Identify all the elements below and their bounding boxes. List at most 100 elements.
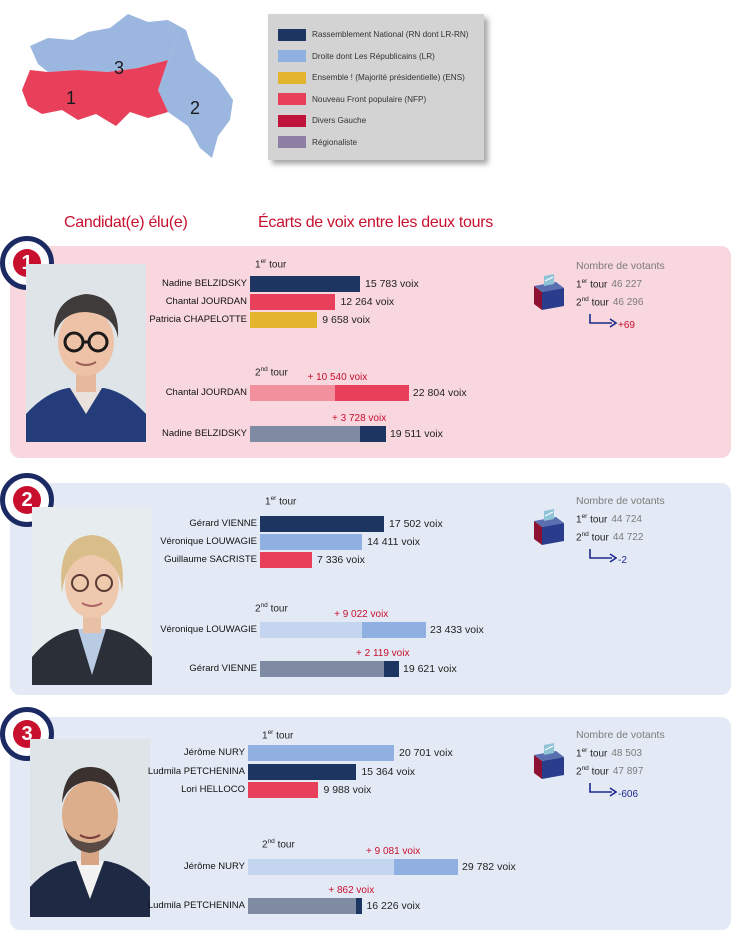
round2-gain-bar xyxy=(360,426,386,442)
round2-base-bar xyxy=(260,661,384,677)
legend-label: Nouveau Front populaire (NFP) xyxy=(312,94,427,104)
candidate-name: Ludmila PETCHENINA xyxy=(147,766,245,777)
legend-label: Droite dont Les Républicains (LR) xyxy=(312,51,435,61)
voters-title: Nombre de votants xyxy=(576,729,665,741)
vote-gain: + 2 119 voix xyxy=(356,648,410,659)
legend-swatch xyxy=(278,71,306,84)
round1-bar xyxy=(260,516,384,532)
legend-item: Divers Gauche xyxy=(278,110,474,132)
vote-gain: + 10 540 voix xyxy=(307,372,368,383)
vote-count: 15 364 voix xyxy=(361,766,416,778)
candidate-name: Chantal JOURDAN xyxy=(165,387,247,398)
ballot-box-icon xyxy=(530,272,568,312)
vote-count: 16 226 voix xyxy=(366,900,421,912)
candidate-photo xyxy=(26,264,146,442)
arrow-icon xyxy=(589,549,618,563)
map-zone-3 xyxy=(30,14,178,72)
party-legend: Rassemblement National (RN dont LR-RN) Dr… xyxy=(268,14,484,160)
round2-gain-bar xyxy=(384,661,399,677)
legend-label: Rassemblement National (RN dont LR-RN) xyxy=(312,30,469,40)
candidate-name: Ludmila PETCHENINA xyxy=(147,900,245,911)
round1-bar xyxy=(260,534,363,550)
vote-gain: + 862 voix xyxy=(328,885,375,896)
voters-difference: +69 xyxy=(589,314,635,331)
legend-item: Droite dont Les Républicains (LR) xyxy=(278,46,474,68)
voters-round2: 2nd tour 46 296 xyxy=(576,296,644,309)
vote-count: 7 336 voix xyxy=(316,554,365,566)
vote-count: 17 502 voix xyxy=(389,518,443,530)
legend-item: Rassemblement National (RN dont LR-RN) xyxy=(278,24,474,46)
map-zone-2 xyxy=(158,20,233,158)
vote-count: 29 782 voix xyxy=(462,861,516,873)
round2-base-bar xyxy=(260,622,363,638)
voters-difference: -606 xyxy=(589,783,638,800)
gaps-heading: Écarts de voix entre les deux tours xyxy=(258,214,493,231)
candidate-photo xyxy=(32,507,152,685)
legend-label: Ensemble ! (Majorité présidentielle) (EN… xyxy=(312,73,465,83)
round1-bar xyxy=(250,294,336,310)
round1-bar xyxy=(248,764,357,780)
round2-base-bar xyxy=(250,426,360,442)
candidate-name: Nadine BELZIDSKY xyxy=(161,428,247,439)
legend-item: Régionaliste xyxy=(278,132,474,154)
ballot-box-icon xyxy=(530,507,568,547)
vote-count: 9 988 voix xyxy=(323,784,372,796)
round-label: 2nd tour xyxy=(255,602,288,615)
vote-count: 15 783 voix xyxy=(365,278,419,290)
vote-count: 19 621 voix xyxy=(403,663,457,675)
ballot-box-icon xyxy=(530,741,568,781)
candidate-name: Véronique LOUWAGIE xyxy=(160,536,257,547)
round1-bar xyxy=(250,312,318,328)
legend-swatch xyxy=(278,114,306,127)
round1-bar xyxy=(260,552,312,568)
arrow-icon xyxy=(589,314,618,328)
vote-count: 14 411 voix xyxy=(367,536,421,548)
voters-round2: 2nd tour 47 897 xyxy=(576,765,644,778)
vote-gain: + 3 728 voix xyxy=(332,413,387,424)
vote-count: 23 433 voix xyxy=(430,624,484,636)
candidate-name: Véronique LOUWAGIE xyxy=(160,624,257,635)
district-panel-3: 3 1er tour 2nd tour Jérôme NURY 20 701 voix… xyxy=(0,707,731,930)
map-label-1: 1 xyxy=(66,88,76,108)
legend-item: Nouveau Front populaire (NFP) xyxy=(278,89,474,111)
district-badge-3: 3 xyxy=(0,707,54,761)
arrow-icon xyxy=(589,783,618,797)
candidate-name: Lori HELLOCO xyxy=(181,784,245,795)
round2-base-bar xyxy=(250,385,336,401)
voters-title: Nombre de votants xyxy=(576,495,665,507)
legend-swatch xyxy=(278,93,306,106)
map-zone-1 xyxy=(22,60,168,126)
round1-bar xyxy=(248,745,394,761)
round-label: 1er tour xyxy=(255,258,287,271)
round2-gain-bar xyxy=(335,385,409,401)
candidate-name: Nadine BELZIDSKY xyxy=(161,278,247,289)
round-label: 1er tour xyxy=(265,495,297,508)
round2-base-bar xyxy=(248,898,357,914)
voters-round1: 1er tour 46 227 xyxy=(576,278,642,291)
map-label-2: 2 xyxy=(190,98,200,118)
voters-difference: -2 xyxy=(589,549,627,566)
candidate-name: Chantal JOURDAN xyxy=(165,296,247,307)
voters-round1: 1er tour 48 503 xyxy=(576,747,642,760)
voters-round1: 1er tour 44 724 xyxy=(576,513,642,526)
legend-item: Ensemble ! (Majorité présidentielle) (EN… xyxy=(278,67,474,89)
legend-label: Divers Gauche xyxy=(312,116,367,126)
legend-swatch xyxy=(278,136,306,149)
legend-swatch xyxy=(278,28,306,41)
voters-title: Nombre de votants xyxy=(576,260,665,272)
vote-count: 22 804 voix xyxy=(412,387,467,399)
vote-gain: + 9 022 voix xyxy=(334,609,389,620)
round2-base-bar xyxy=(248,859,394,875)
vote-count: 12 264 voix xyxy=(340,296,395,308)
round2-gain-bar xyxy=(356,898,363,914)
vote-count: 19 511 voix xyxy=(389,428,443,440)
round2-gain-bar xyxy=(394,859,459,875)
elected-heading: Candidat(e) élu(e) xyxy=(64,214,188,231)
round2-gain-bar xyxy=(362,622,426,638)
round-label: 2nd tour xyxy=(262,838,295,851)
candidate-name: Gérard VIENNE xyxy=(189,663,257,674)
vote-count: 20 701 voix xyxy=(399,747,453,759)
candidate-photo xyxy=(30,739,150,917)
candidate-name: Jérôme NURY xyxy=(183,861,245,872)
candidate-name: Gérard VIENNE xyxy=(189,518,257,529)
